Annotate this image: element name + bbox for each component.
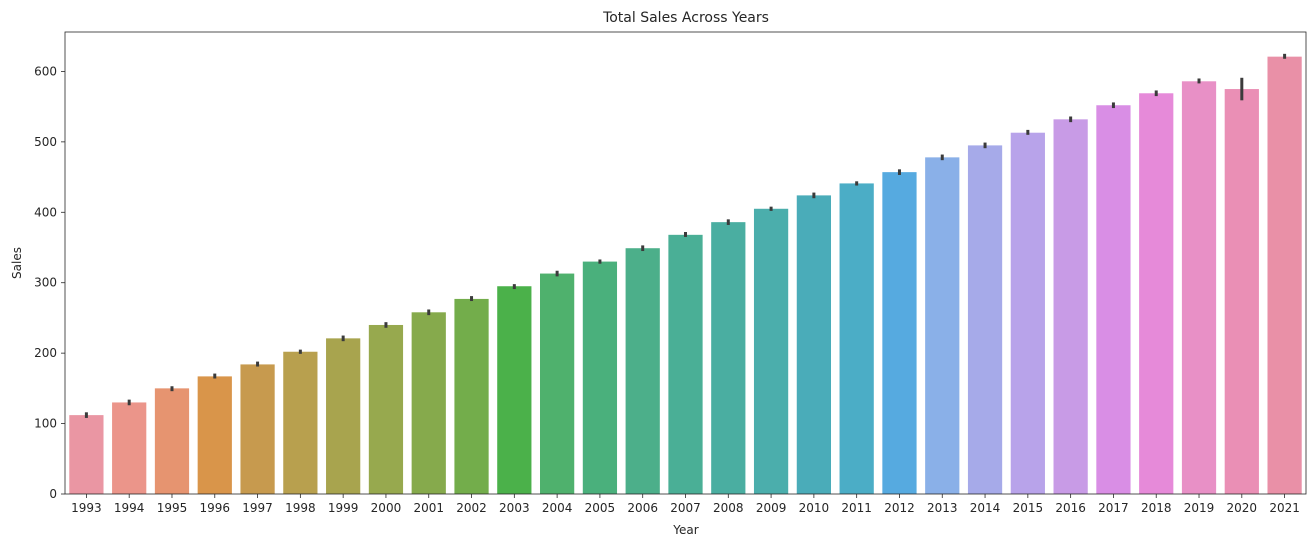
y-tick-label-200: 200 <box>34 346 57 360</box>
bar-1997 <box>240 364 275 494</box>
bar-2005 <box>582 261 618 494</box>
bar-2014 <box>967 145 1003 494</box>
x-tick-label-2015: 2015 <box>1013 501 1044 515</box>
x-tick-label-1996: 1996 <box>200 501 231 515</box>
bars-layer <box>69 56 1302 495</box>
y-tick-label-500: 500 <box>34 135 57 149</box>
bar-2017 <box>1096 105 1131 495</box>
bar-1993 <box>69 415 104 494</box>
bar-2010 <box>796 195 831 494</box>
x-axis-label: Year <box>672 523 698 537</box>
bar-2008 <box>711 222 746 494</box>
bar-2006 <box>625 248 660 494</box>
error-bars-layer <box>84 53 1287 418</box>
x-tick-label-2020: 2020 <box>1227 501 1258 515</box>
x-tick-label-2018: 2018 <box>1141 501 1172 515</box>
bar-2021 <box>1267 56 1302 495</box>
x-axis: 1993 1994 1995 1996 1997 1998 1999 2000 2001 2002… <box>71 494 1300 515</box>
bar-2012 <box>882 172 917 494</box>
x-tick-label-2014: 2014 <box>970 501 1001 515</box>
bar-2018 <box>1139 93 1174 495</box>
x-tick-label-2005: 2005 <box>585 501 616 515</box>
bar-2019 <box>1181 81 1217 495</box>
bar-2009 <box>753 208 789 494</box>
x-tick-label-2019: 2019 <box>1184 501 1215 515</box>
x-tick-label-2021: 2021 <box>1269 501 1300 515</box>
x-tick-label-2000: 2000 <box>371 501 402 515</box>
x-tick-label-2017: 2017 <box>1098 501 1129 515</box>
bar-1996 <box>197 376 232 494</box>
bar-1994 <box>112 402 147 494</box>
chart-title: Total Sales Across Years <box>602 10 769 26</box>
x-tick-label-2006: 2006 <box>627 501 658 515</box>
x-tick-label-2011: 2011 <box>841 501 872 515</box>
x-tick-label-2001: 2001 <box>413 501 444 515</box>
bar-2013 <box>925 157 960 495</box>
x-tick-label-1993: 1993 <box>71 501 102 515</box>
bar-1999 <box>326 338 361 494</box>
y-tick-label-400: 400 <box>34 205 57 219</box>
bar-1995 <box>154 388 190 494</box>
y-tick-label-600: 600 <box>34 64 57 78</box>
x-tick-label-2007: 2007 <box>670 501 701 515</box>
bar-2000 <box>368 324 404 494</box>
x-tick-label-2002: 2002 <box>456 501 487 515</box>
x-tick-label-2003: 2003 <box>499 501 530 515</box>
x-tick-label-2008: 2008 <box>713 501 744 515</box>
x-tick-label-2016: 2016 <box>1055 501 1086 515</box>
x-tick-label-2012: 2012 <box>884 501 915 515</box>
bar-2004 <box>540 273 575 494</box>
x-tick-label-2013: 2013 <box>927 501 958 515</box>
bar-2020 <box>1224 89 1259 495</box>
x-tick-label-2004: 2004 <box>542 501 573 515</box>
y-tick-label-300: 300 <box>34 276 57 290</box>
x-tick-label-1999: 1999 <box>328 501 359 515</box>
x-tick-label-2010: 2010 <box>799 501 830 515</box>
y-axis-label: Sales <box>10 247 24 279</box>
x-tick-label-1998: 1998 <box>285 501 316 515</box>
x-tick-label-2009: 2009 <box>756 501 787 515</box>
bar-2002 <box>454 298 489 494</box>
y-axis: 0 100 200 300 400 500 600 <box>34 64 65 501</box>
plot-frame <box>64 31 1307 495</box>
bar-2011 <box>839 183 874 495</box>
bar-2015 <box>1010 132 1045 494</box>
y-tick-label-100: 100 <box>34 417 57 431</box>
x-tick-label-1994: 1994 <box>114 501 145 515</box>
bar-2016 <box>1053 119 1088 494</box>
x-tick-label-1995: 1995 <box>157 501 188 515</box>
bar-2007 <box>668 234 703 494</box>
bar-2003 <box>497 286 532 494</box>
bar-1998 <box>283 351 318 494</box>
bar-2001 <box>411 312 446 494</box>
y-tick-label-0: 0 <box>49 487 57 501</box>
x-tick-label-1997: 1997 <box>242 501 273 515</box>
